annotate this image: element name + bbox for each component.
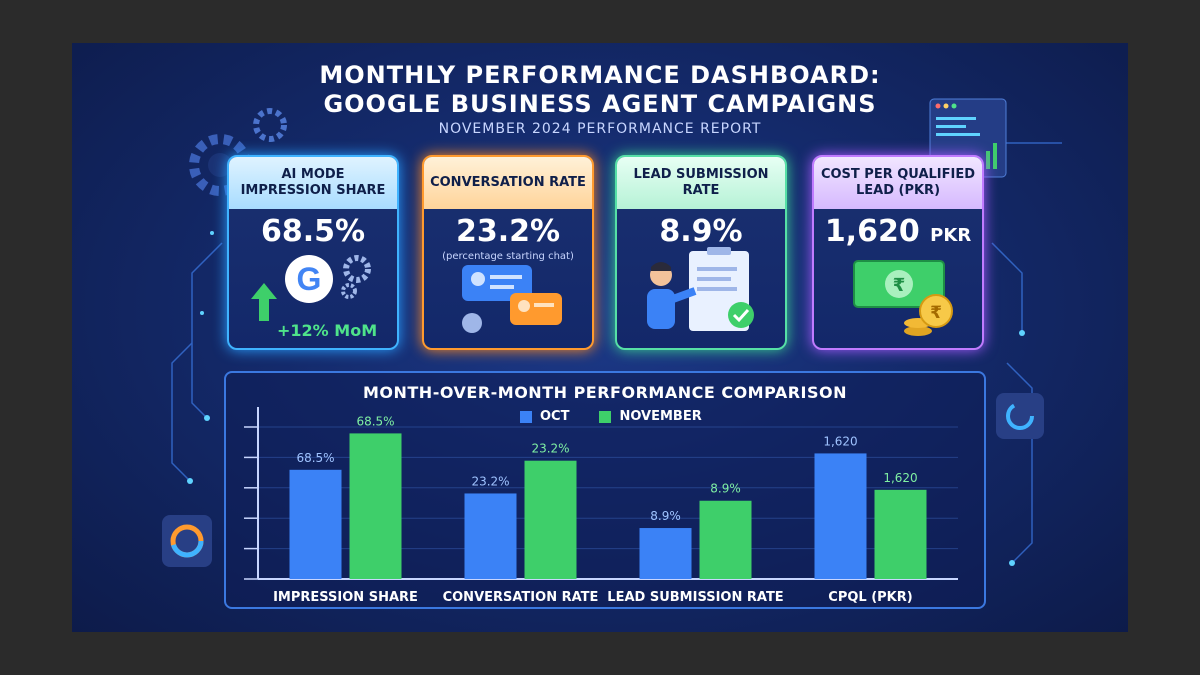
category-label: CONVERSATION RATE: [443, 590, 599, 605]
rupee-cash-icon: ₹ ₹: [853, 260, 953, 336]
category-label: LEAD SUBMISSION RATE: [607, 590, 783, 605]
card-label: COST PER QUALIFIED LEAD (PKR): [814, 157, 982, 209]
legend-item-november: NOVEMBER: [599, 409, 702, 424]
bar-november: [874, 489, 927, 579]
card-label: LEAD SUBMISSION RATE: [617, 157, 785, 209]
legend-swatch: [520, 410, 532, 423]
data-label: 23.2%: [531, 442, 569, 456]
kpi-card-impression-share[interactable]: AI MODE IMPRESSION SHARE 68.5% G +12% Mo…: [227, 155, 399, 350]
kpi-card-conversation-rate[interactable]: CONVERSATION RATE 23.2% (percentage star…: [422, 155, 594, 350]
svg-text:₹: ₹: [893, 275, 906, 296]
arrow-up-icon: [251, 283, 277, 321]
category-label: CPQL (PKR): [828, 590, 912, 605]
google-logo-icon: G: [251, 255, 371, 321]
data-label: 68.5%: [356, 414, 394, 428]
card-value: 23.2%: [455, 214, 561, 249]
card-value: 68.5%: [260, 214, 366, 249]
bar-oct: [289, 469, 342, 579]
mom-change: +12% MoM: [277, 321, 378, 340]
data-label: 68.5%: [296, 451, 334, 465]
card-value-unit: PKR: [930, 225, 972, 246]
data-label: 23.2%: [471, 474, 509, 488]
card-value-number: 1,620: [824, 214, 920, 249]
bar-oct: [464, 493, 517, 579]
card-value: 8.9%: [659, 214, 743, 249]
page-subtitle: NOVEMBER 2024 PERFORMANCE REPORT: [438, 121, 762, 137]
bar-chart: 68.5% 68.5% IMPRESSION SHARE 23.2% 23.2% CONV…: [244, 407, 958, 605]
bar-november: [699, 500, 752, 579]
circuit-decoration: [162, 98, 1062, 567]
chat-bubbles-icon: [462, 265, 562, 333]
chart-title: MONTH-OVER-MONTH PERFORMANCE COMPARISON: [362, 383, 848, 402]
chart-legend: OCT NOVEMBER: [520, 409, 702, 424]
kpi-card-cost-per-lead[interactable]: COST PER QUALIFIED LEAD (PKR) 1,620 PKR …: [812, 155, 984, 350]
bar-november: [524, 460, 577, 579]
legend-swatch: [599, 410, 612, 423]
kpi-card-lead-submission[interactable]: LEAD SUBMISSION RATE 8.9%: [615, 155, 787, 350]
card-note: (percentage starting chat): [442, 251, 574, 262]
legend-item-oct: OCT: [520, 409, 569, 424]
gauge-icon: [996, 393, 1044, 439]
legend-label: NOVEMBER: [619, 409, 702, 424]
data-label: 8.9%: [650, 509, 681, 523]
bar-oct: [639, 528, 692, 579]
svg-text:₹: ₹: [930, 303, 942, 323]
donut-chart-icon: [162, 515, 212, 567]
clipboard-check-icon: [647, 247, 754, 331]
bar-november: [349, 433, 402, 579]
card-label: CONVERSATION RATE: [424, 157, 592, 209]
card-label: AI MODE IMPRESSION SHARE: [229, 157, 397, 209]
data-label: 8.9%: [710, 482, 741, 496]
svg-text:G: G: [297, 261, 322, 297]
bar-oct: [814, 453, 867, 579]
page-title-line2: GOOGLE BUSINESS AGENT CAMPAIGNS: [323, 90, 877, 118]
legend-label: OCT: [540, 409, 570, 424]
data-label: 1,620: [883, 471, 917, 485]
dashboard-panel: MONTHLY PERFORMANCE DASHBOARD: GOOGLE BU…: [72, 43, 1128, 632]
data-label: 1,620: [823, 434, 857, 448]
card-value: 1,620 PKR: [814, 215, 982, 253]
page-title: MONTHLY PERFORMANCE DASHBOARD:: [319, 61, 881, 89]
category-label: IMPRESSION SHARE: [273, 590, 418, 605]
